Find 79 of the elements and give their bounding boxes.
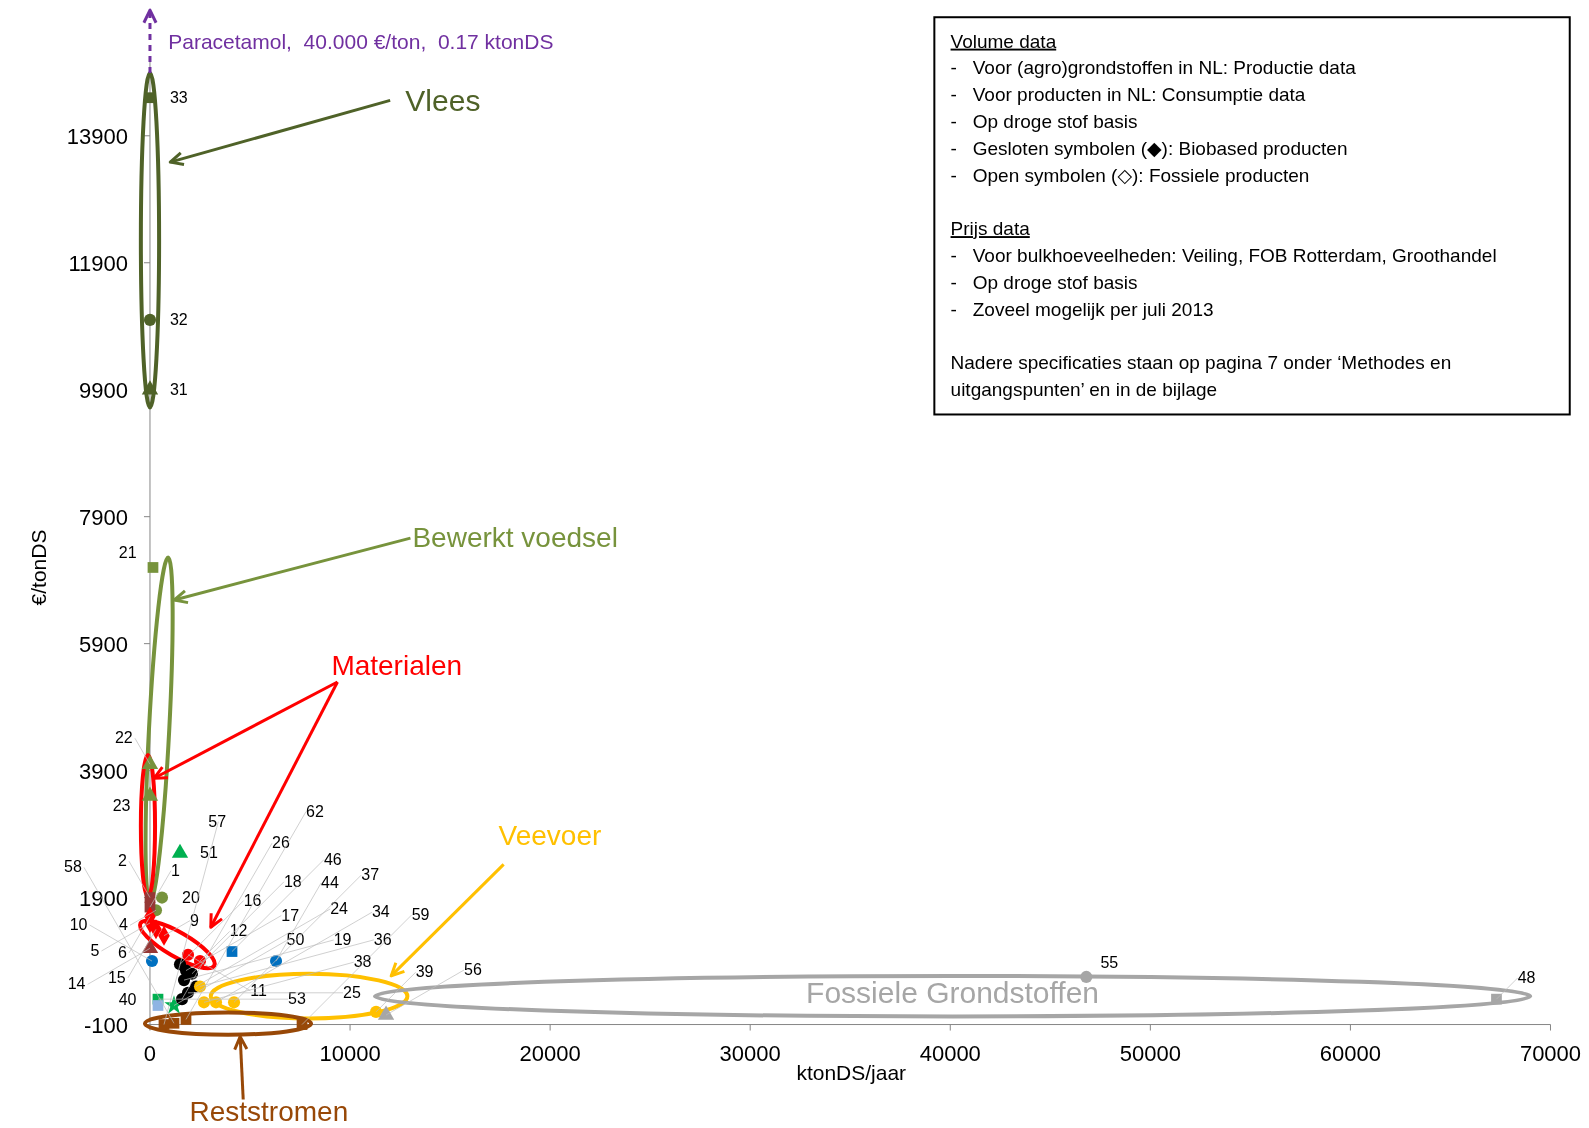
annotation: 39: [415, 963, 434, 981]
annotation: - Gesloten symbolen (◆): Biobased producten: [950, 138, 1348, 160]
annotation: 56: [464, 961, 482, 979]
annotation: 32: [169, 310, 188, 328]
annotation: 12: [229, 922, 248, 940]
annotation: 21: [118, 544, 137, 562]
text: Paracetamol, 40.000 €/ton, 0.17 ktonDS: [168, 29, 554, 53]
annotation: - Voor producten in NL: Consumptie data: [950, 84, 1306, 106]
annotation: 15: [107, 968, 126, 986]
annotation: 55: [1100, 953, 1119, 971]
annotation: 50: [286, 931, 305, 949]
y-axis-title: €/tonDS: [26, 529, 50, 606]
y-tick-label: -100: [83, 1012, 128, 1038]
annotation: 37: [361, 866, 380, 884]
annotation: 33: [169, 88, 188, 106]
annotation: 51: [199, 844, 218, 862]
annotation: 31: [169, 380, 188, 398]
x-tick-label: 20000: [519, 1040, 581, 1066]
annotation: - Voor bulkhoeveelheden: Veiling, FOB Rotterdam, Groothandel: [950, 244, 1497, 266]
annotation: - Op droge stof basis: [950, 111, 1138, 133]
annotation: 58: [63, 858, 82, 876]
annotation: Materialen: [331, 649, 463, 681]
annotation: 44: [321, 874, 339, 892]
annotation: 4: [119, 916, 128, 934]
y-tick-label: 9900: [79, 377, 128, 403]
x-tick-label: 60000: [1319, 1040, 1382, 1066]
annotation: 59: [411, 905, 430, 923]
x-tick-label: 0: [143, 1040, 157, 1066]
annotation: Bewerkt voedsel: [412, 522, 618, 554]
text: Volume data: [950, 30, 1057, 52]
annotation: 40: [118, 991, 137, 1009]
annotation: 46: [323, 850, 342, 868]
annotation: - Open symbolen (◇): Fossiele producten: [950, 164, 1310, 186]
annotation: 16: [243, 891, 262, 909]
annotation: 2: [117, 852, 127, 870]
y-tick-label: 7900: [79, 504, 128, 530]
annotation: 19: [333, 930, 352, 948]
y-tick-label: 13900: [66, 123, 128, 149]
annotation: 24: [330, 899, 349, 917]
annotation: 34: [371, 903, 390, 921]
x-axis-title: ktonDS/jaar: [796, 1061, 907, 1085]
x-tick-label: 30000: [719, 1040, 781, 1066]
annotation: 1: [170, 861, 180, 879]
text: Reststromen: [189, 1095, 349, 1127]
annotation: 6: [117, 943, 127, 961]
annotation: 18: [283, 872, 302, 890]
annotation: 11: [250, 981, 268, 999]
annotation: 48: [1517, 968, 1536, 986]
annotation: 20: [181, 888, 200, 906]
annotation: 10: [69, 916, 88, 934]
annotation: 9: [189, 911, 199, 929]
annotation: 53: [287, 990, 306, 1008]
annotation: - Zoveel mogelijk per juli 2013: [950, 298, 1214, 320]
annotation: 14: [67, 975, 86, 993]
annotation: Fossiele Grondstoffen: [806, 976, 1100, 1010]
annotation: 26: [271, 834, 290, 852]
x-tick-label: 70000: [1519, 1040, 1582, 1066]
annotation: Veevoer: [498, 820, 602, 852]
annotation: - Voor (agro)grondstoffen in NL: Productie data: [950, 57, 1357, 79]
annotation: 17: [281, 906, 300, 924]
y-tick-label: 3900: [79, 758, 128, 784]
annotation: 38: [353, 953, 372, 971]
annotation: 25: [343, 983, 361, 1001]
y-tick-label: 1900: [79, 885, 128, 911]
x-tick-label: 50000: [1119, 1040, 1181, 1066]
annotation: Prijs data: [950, 218, 1031, 240]
annotation: 22: [114, 729, 133, 747]
annotation: 57: [208, 812, 227, 830]
y-tick-label: 11900: [68, 250, 128, 276]
annotation: - Op droge stof basis: [950, 271, 1138, 293]
annotation: 62: [306, 802, 324, 820]
annotation: 36: [373, 930, 392, 948]
annotation: 23: [112, 797, 131, 815]
x-tick-label: 10000: [319, 1040, 381, 1066]
annotation: Vlees: [405, 84, 481, 118]
x-tick-label: 40000: [919, 1040, 981, 1066]
annotation: 5: [90, 941, 100, 959]
y-tick-label: 5900: [79, 631, 128, 657]
annotation: Nadere specificaties staan op pagina 7 onder ‘Methodes en uitgangspunten’ en in de bijlage: [950, 351, 1452, 400]
